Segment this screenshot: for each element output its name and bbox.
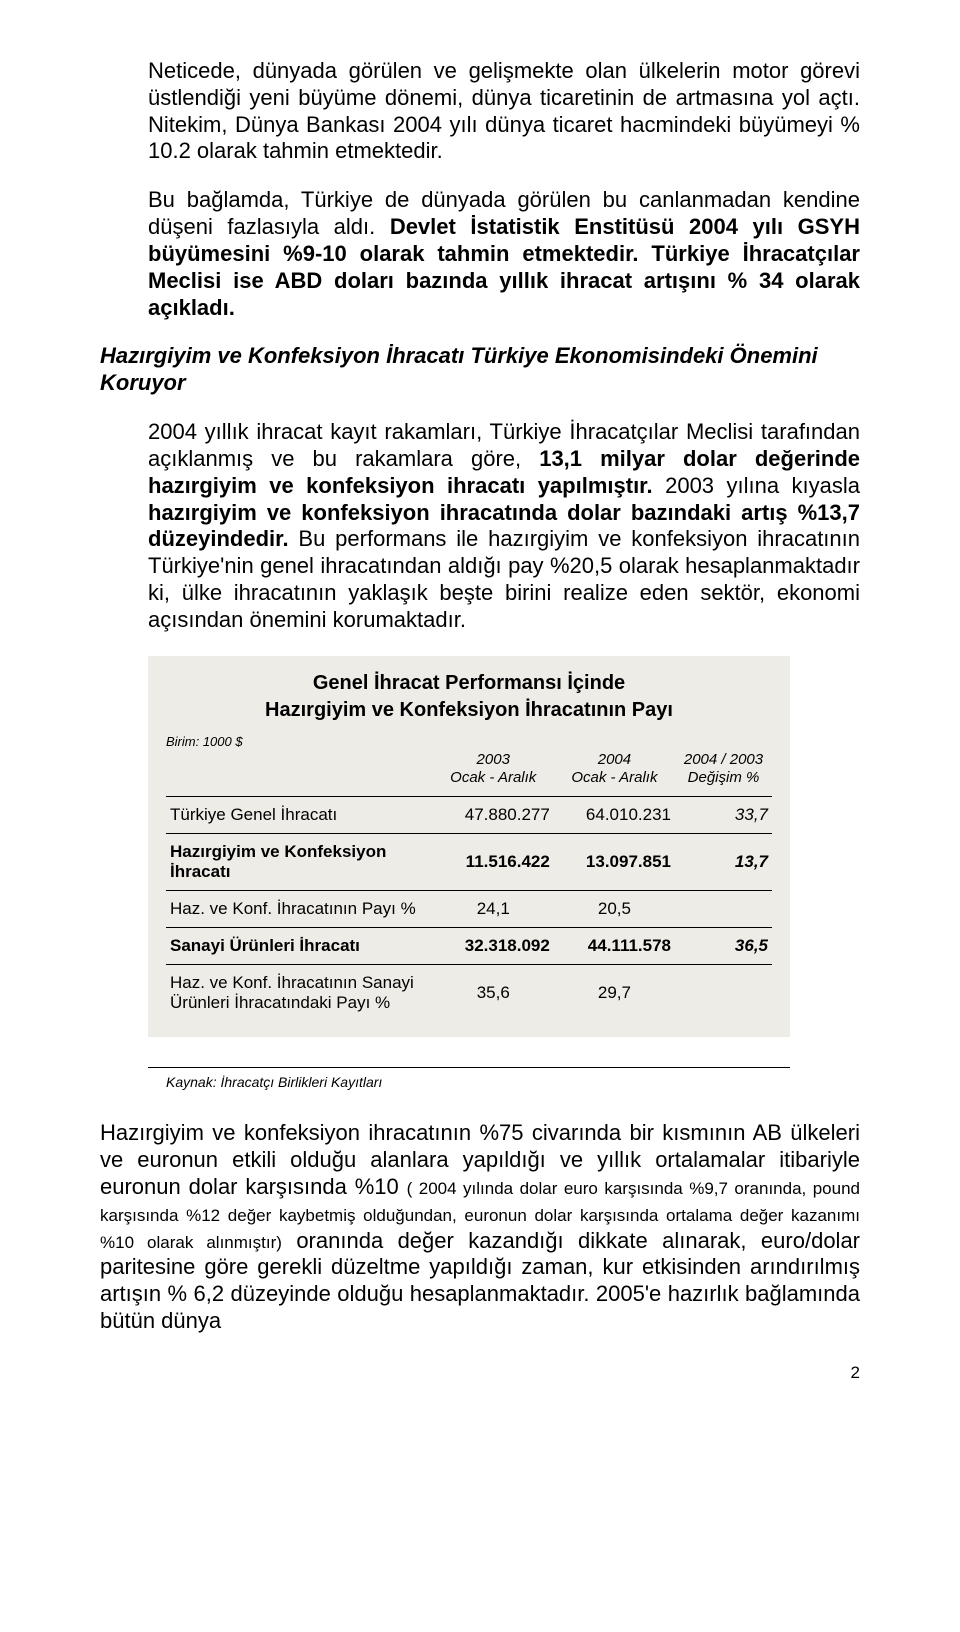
table-unit: Birim: 1000 $ <box>166 734 772 749</box>
table-source: Kaynak: İhracatçı Birlikleri Kayıtları <box>148 1067 790 1090</box>
row-label: Türkiye Genel İhracatı <box>166 797 433 834</box>
paragraph-4: Hazırgiyim ve konfeksiyon ihracatının %7… <box>100 1120 860 1335</box>
row-v1: 32.318.092 <box>433 928 554 965</box>
table-title-1: Genel İhracat Performansı İçinde <box>166 670 772 697</box>
section-heading: Hazırgiyim ve Konfeksiyon İhracatı Türki… <box>100 343 860 397</box>
p3c: 2003 yılına kıyasla <box>653 473 860 498</box>
col-2004-year: 2004 <box>598 751 631 768</box>
export-share-table: Genel İhracat Performansı İçinde Hazırgi… <box>148 656 790 1038</box>
paragraph-1: Neticede, dünyada görülen ve gelişmekte … <box>148 58 860 165</box>
row-label: Hazırgiyim ve Konfeksiyon İhracatı <box>166 834 433 891</box>
row-v2: 29,7 <box>554 965 675 1022</box>
col-2003-year: 2003 <box>477 751 510 768</box>
table-row: Haz. ve Konf. İhracatının Sanayi Ürünler… <box>166 965 772 1022</box>
row-v1: 11.516.422 <box>433 834 554 891</box>
intro-block: Neticede, dünyada görülen ve gelişmekte … <box>148 58 860 321</box>
row-v2: 13.097.851 <box>554 834 675 891</box>
paragraph-2: Bu bağlamda, Türkiye de dünyada görülen … <box>148 187 860 321</box>
body-block: 2004 yıllık ihracat kayıt rakamları, Tür… <box>148 419 860 634</box>
row-v1: 47.880.277 <box>433 797 554 834</box>
page-number: 2 <box>100 1363 860 1383</box>
row-v2: 64.010.231 <box>554 797 675 834</box>
row-v1: 35,6 <box>433 965 554 1022</box>
table-row: Haz. ve Konf. İhracatının Payı %24,120,5 <box>166 891 772 928</box>
table-row: Hazırgiyim ve Konfeksiyon İhracatı11.516… <box>166 834 772 891</box>
document-page: Neticede, dünyada görülen ve gelişmekte … <box>0 0 960 1413</box>
row-change: 33,7 <box>675 797 772 834</box>
row-change <box>675 891 772 928</box>
col-2004-period: Ocak - Aralık <box>571 769 657 786</box>
col-change: 2004 / 2003 Değişim % <box>675 749 772 797</box>
row-label: Haz. ve Konf. İhracatının Payı % <box>166 891 433 928</box>
col-change-a: 2004 / 2003 <box>684 751 763 768</box>
table-row: Sanayi Ürünleri İhracatı32.318.09244.111… <box>166 928 772 965</box>
col-2003-period: Ocak - Aralık <box>450 769 536 786</box>
row-change: 36,5 <box>675 928 772 965</box>
col-2003: 2003 Ocak - Aralık <box>433 749 554 797</box>
paragraph-1-text: Neticede, dünyada görülen ve gelişmekte … <box>148 58 860 163</box>
col-change-b: Değişim % <box>688 769 760 786</box>
row-v1: 24,1 <box>433 891 554 928</box>
col-2004: 2004 Ocak - Aralık <box>554 749 675 797</box>
table-row: Türkiye Genel İhracatı47.880.27764.010.2… <box>166 797 772 834</box>
row-change <box>675 965 772 1022</box>
row-label: Haz. ve Konf. İhracatının Sanayi Ürünler… <box>166 965 433 1022</box>
table-body: Türkiye Genel İhracatı47.880.27764.010.2… <box>166 797 772 1022</box>
row-label: Sanayi Ürünleri İhracatı <box>166 928 433 965</box>
table-header-row: 2003 Ocak - Aralık 2004 Ocak - Aralık 20… <box>166 749 772 797</box>
paragraph-3: 2004 yıllık ihracat kayıt rakamları, Tür… <box>148 419 860 634</box>
table-title-2: Hazırgiyim ve Konfeksiyon İhracatının Pa… <box>166 697 772 724</box>
data-table: 2003 Ocak - Aralık 2004 Ocak - Aralık 20… <box>166 749 772 1022</box>
row-change: 13,7 <box>675 834 772 891</box>
row-v2: 20,5 <box>554 891 675 928</box>
row-v2: 44.111.578 <box>554 928 675 965</box>
